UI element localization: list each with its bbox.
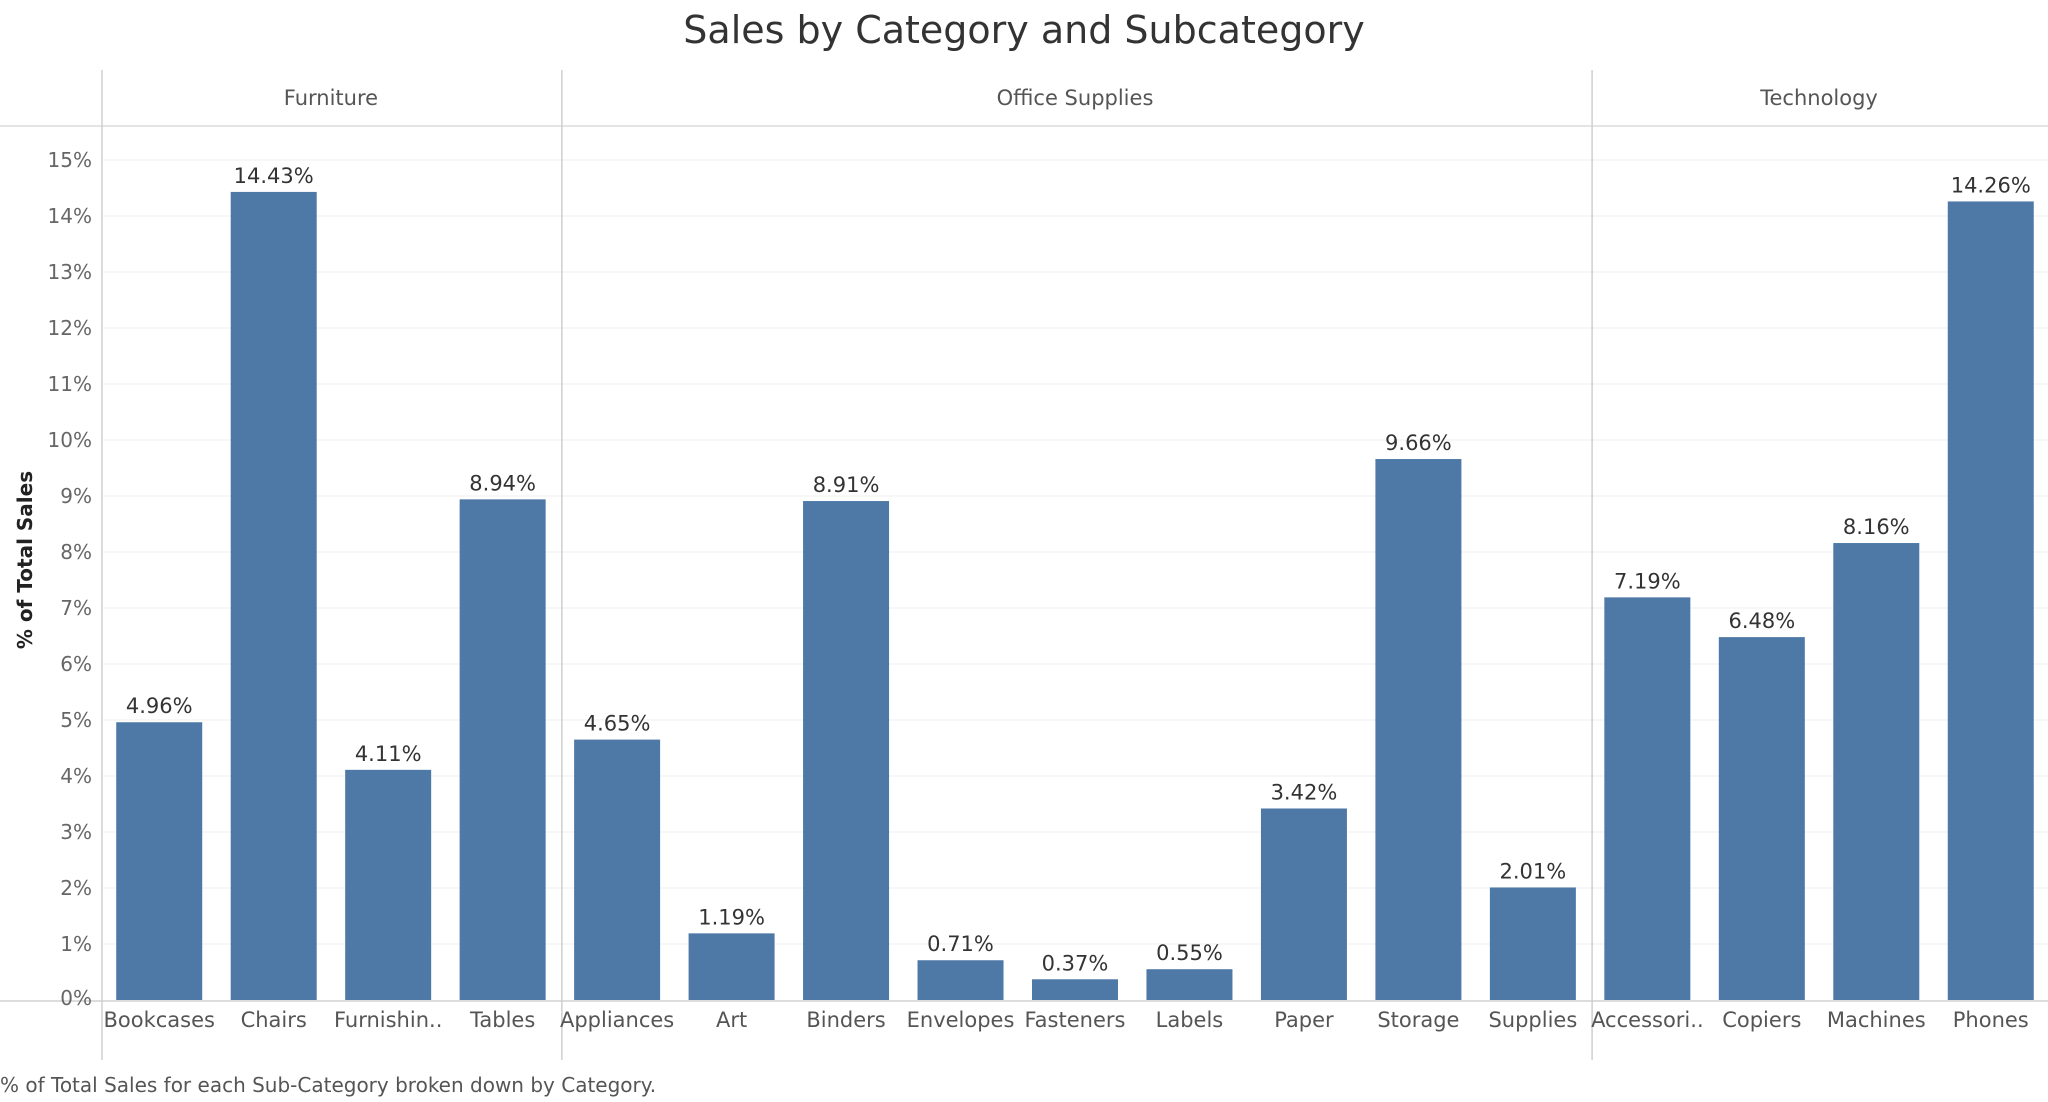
y-tick-label: 10% — [48, 428, 92, 452]
x-tick-label: Fasteners — [1025, 1008, 1126, 1032]
bar — [1489, 887, 1576, 1000]
x-tick-label: Paper — [1274, 1008, 1334, 1032]
bar — [803, 501, 890, 1000]
data-label: 14.26% — [1951, 173, 2031, 197]
data-label: 4.96% — [126, 694, 193, 718]
y-tick-label: 1% — [60, 932, 92, 956]
x-tick-label: Art — [716, 1008, 747, 1032]
x-tick-label: Envelopes — [907, 1008, 1015, 1032]
y-tick-label: 13% — [48, 260, 92, 284]
bar — [1260, 808, 1347, 1000]
y-tick-label: 5% — [60, 708, 92, 732]
bar — [1604, 597, 1691, 1000]
y-tick-label: 7% — [60, 596, 92, 620]
x-tick-label: Furnishin.. — [334, 1008, 442, 1032]
x-tick-label: Appliances — [560, 1008, 674, 1032]
group-header-label: Office Supplies — [997, 86, 1154, 110]
y-tick-label: 15% — [48, 148, 92, 172]
y-tick-label: 6% — [60, 652, 92, 676]
bar — [1833, 543, 1920, 1000]
data-label: 9.66% — [1385, 431, 1452, 455]
y-tick-label: 12% — [48, 316, 92, 340]
bar — [345, 769, 432, 1000]
data-label: 14.43% — [234, 164, 314, 188]
x-tick-label: Supplies — [1488, 1008, 1577, 1032]
x-tick-label: Machines — [1827, 1008, 1926, 1032]
y-tick-label: 3% — [60, 820, 92, 844]
x-tick-label: Phones — [1953, 1008, 2029, 1032]
data-label: 6.48% — [1728, 609, 1795, 633]
y-tick-label: 8% — [60, 540, 92, 564]
bar — [1146, 969, 1233, 1000]
data-label: 3.42% — [1271, 780, 1338, 804]
chart-title: Sales by Category and Subcategory — [683, 8, 1365, 52]
y-tick-label: 14% — [48, 204, 92, 228]
data-label: 4.65% — [584, 712, 651, 736]
y-tick-label: 9% — [60, 484, 92, 508]
data-label: 7.19% — [1614, 569, 1681, 593]
data-label: 4.11% — [355, 742, 422, 766]
data-label: 0.37% — [1042, 951, 1109, 975]
x-tick-label: Labels — [1156, 1008, 1224, 1032]
bar — [1031, 979, 1118, 1000]
chart-caption: % of Total Sales for each Sub-Category b… — [0, 1073, 657, 1097]
data-label: 8.94% — [469, 471, 536, 495]
x-tick-label: Chairs — [241, 1008, 307, 1032]
group-header-label: Furniture — [284, 86, 378, 110]
x-tick-label: Accessori.. — [1591, 1008, 1704, 1032]
x-tick-label: Tables — [469, 1008, 535, 1032]
data-label: 8.91% — [813, 473, 880, 497]
bar — [1718, 637, 1805, 1000]
x-tick-label: Bookcases — [103, 1008, 214, 1032]
x-tick-label: Storage — [1377, 1008, 1459, 1032]
y-tick-label: 11% — [48, 372, 92, 396]
bar — [574, 739, 661, 1000]
bar — [917, 960, 1004, 1000]
bar — [688, 933, 775, 1000]
data-label: 0.71% — [927, 932, 994, 956]
bar — [1375, 459, 1462, 1000]
data-label: 0.55% — [1156, 941, 1223, 965]
data-label: 1.19% — [698, 905, 765, 929]
y-tick-label: 4% — [60, 764, 92, 788]
y-tick-label: 2% — [60, 876, 92, 900]
group-header-label: Technology — [1759, 86, 1878, 110]
data-label: 2.01% — [1500, 859, 1567, 883]
x-tick-label: Binders — [806, 1008, 885, 1032]
x-tick-label: Copiers — [1722, 1008, 1801, 1032]
bar — [230, 191, 317, 1001]
bar — [459, 499, 546, 1000]
bar — [116, 722, 203, 1000]
y-axis-title: % of Total Sales — [13, 471, 37, 649]
data-label: 8.16% — [1843, 515, 1910, 539]
bar — [1947, 201, 2034, 1000]
y-tick-label: 0% — [60, 986, 92, 1010]
